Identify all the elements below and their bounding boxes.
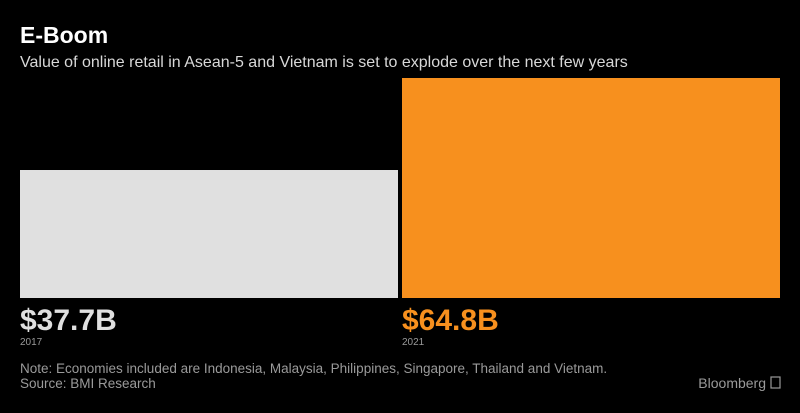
x-tick-label: 2017 [20, 337, 43, 348]
source: Source: BMI Research [20, 376, 156, 391]
value-label: $37.7B [20, 304, 117, 337]
brand-icon [770, 376, 781, 389]
chart-subtitle: Value of online retail in Asean-5 and Vi… [20, 54, 628, 71]
bar [402, 78, 780, 298]
x-tick-label: 2021 [402, 337, 425, 348]
chart-title: E-Boom [20, 22, 108, 48]
bar [20, 170, 398, 298]
brand-logo: Bloomberg [698, 375, 766, 391]
value-label: $64.8B [402, 304, 499, 337]
note: Note: Economies included are Indonesia, … [20, 361, 607, 376]
